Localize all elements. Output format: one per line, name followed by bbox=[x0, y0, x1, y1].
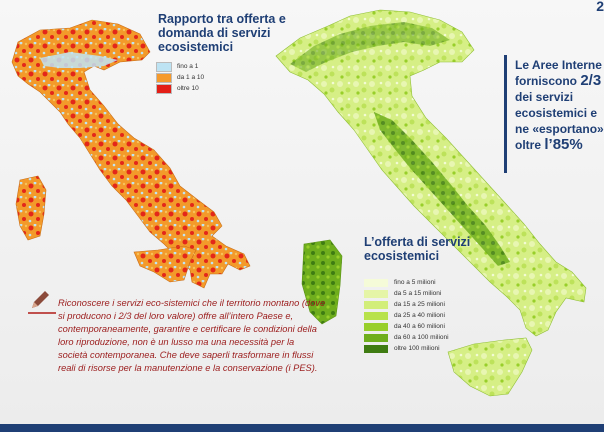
left-map-sardinia bbox=[15, 175, 47, 241]
right-map-sardinia bbox=[301, 239, 343, 325]
right-legend-label: da 25 a 40 milioni bbox=[394, 312, 445, 319]
left-legend-label: fino a 1 bbox=[177, 63, 199, 70]
right-legend-row: da 60 a 100 milioni bbox=[364, 332, 449, 343]
right-map-legend: fino a 5 milioni da 5 a 15 milioni da 15… bbox=[364, 277, 449, 354]
slide-number: 2 bbox=[596, 0, 604, 14]
right-legend-swatch bbox=[364, 278, 388, 287]
right-legend-swatch bbox=[364, 322, 388, 331]
left-map-mainland bbox=[11, 19, 251, 289]
right-map-title: L’offerta di servizi ecosistemici bbox=[364, 235, 471, 263]
right-legend-row: da 25 a 40 milioni bbox=[364, 310, 449, 321]
left-legend-label: da 1 a 10 bbox=[177, 74, 205, 81]
left-map-po-valley bbox=[40, 52, 118, 68]
right-legend-label: da 40 a 60 milioni bbox=[394, 323, 445, 330]
right-legend-swatch bbox=[364, 289, 388, 298]
right-legend-row: fino a 5 milioni bbox=[364, 277, 449, 288]
left-legend-swatch bbox=[156, 72, 172, 83]
right-legend-row: da 15 a 25 milioni bbox=[364, 299, 449, 310]
right-legend-row: da 5 a 15 milioni bbox=[364, 288, 449, 299]
right-legend-swatch bbox=[364, 311, 388, 320]
right-map-alps bbox=[290, 22, 450, 72]
pen-underline bbox=[28, 312, 56, 314]
bottom-bar bbox=[0, 424, 604, 432]
side-note-box: Le Aree Interne forniscono 2/3 dei servi… bbox=[504, 55, 604, 173]
right-legend-label: oltre 100 milioni bbox=[394, 345, 440, 352]
left-legend-label: oltre 10 bbox=[177, 85, 199, 92]
right-map-apennines bbox=[374, 112, 510, 266]
right-legend-label: da 5 a 15 milioni bbox=[394, 290, 442, 297]
pen-icon bbox=[32, 291, 49, 308]
side-note-line2: dei servizi ecosistemici e ne «esportano… bbox=[515, 90, 604, 152]
side-note-text: Le Aree Interne forniscono 2/3 dei servi… bbox=[515, 57, 604, 153]
right-legend-swatch bbox=[364, 300, 388, 309]
side-note-highlight-percent: l’85% bbox=[544, 136, 583, 153]
right-legend-swatch bbox=[364, 344, 388, 353]
right-map-sicily bbox=[447, 337, 533, 397]
left-map-title: Rapporto tra offerta e domanda di serviz… bbox=[158, 12, 286, 54]
left-legend-row: fino a 1 bbox=[156, 61, 204, 72]
left-italy-map bbox=[11, 19, 251, 289]
right-legend-row: da 40 a 60 milioni bbox=[364, 321, 449, 332]
right-legend-row: oltre 100 milioni bbox=[364, 343, 449, 354]
left-map-legend: fino a 1 da 1 a 10 oltre 10 bbox=[156, 61, 204, 94]
quote-text: Riconoscere i servizi eco-sistemici che … bbox=[58, 298, 326, 374]
right-legend-label: da 15 a 25 milioni bbox=[394, 301, 445, 308]
left-legend-row: da 1 a 10 bbox=[156, 72, 204, 83]
left-legend-swatch bbox=[156, 61, 172, 72]
left-legend-row: oltre 10 bbox=[156, 83, 204, 94]
right-legend-label: da 60 a 100 milioni bbox=[394, 334, 449, 341]
right-legend-swatch bbox=[364, 333, 388, 342]
right-legend-label: fino a 5 milioni bbox=[394, 279, 436, 286]
right-italy-map bbox=[275, 9, 587, 397]
left-map-sicily bbox=[133, 245, 197, 283]
left-legend-swatch bbox=[156, 83, 172, 94]
side-note-highlight-fraction: 2/3 bbox=[580, 72, 602, 89]
side-note-line1: Le Aree Interne forniscono bbox=[515, 58, 602, 88]
